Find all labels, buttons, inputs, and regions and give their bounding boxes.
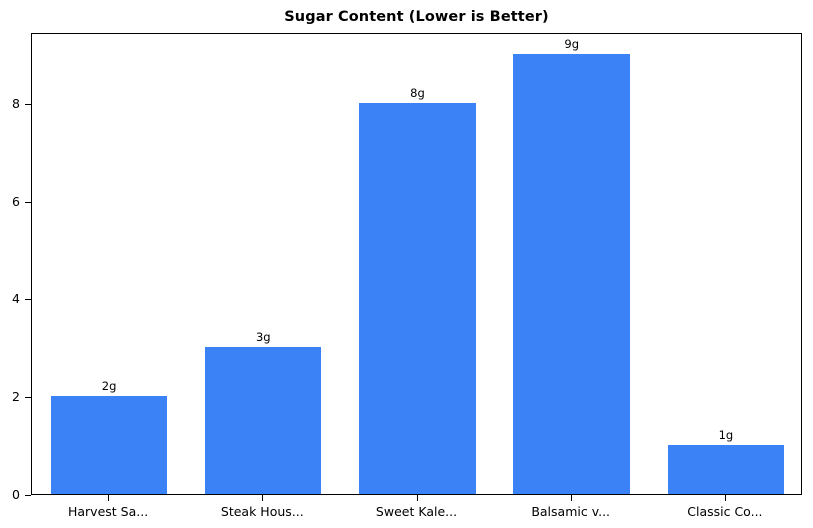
x-tick-mark <box>416 495 418 501</box>
bar[interactable] <box>513 54 630 494</box>
bar-value-label: 2g <box>101 379 117 394</box>
y-tick-label: 4 <box>12 291 20 307</box>
y-tick-mark <box>25 397 31 399</box>
y-tick-mark <box>25 495 31 496</box>
bar-group[interactable]: 9g <box>513 32 630 494</box>
bar[interactable] <box>50 396 168 494</box>
bar[interactable] <box>667 445 785 494</box>
bar-group[interactable]: 2g <box>50 32 168 494</box>
y-tick-label: 2 <box>12 389 20 405</box>
x-tick-mark <box>570 495 572 501</box>
bar-group[interactable]: 8g <box>359 32 476 494</box>
bars-layer: 2g 3g 8g 9g 1g <box>32 34 801 494</box>
x-tick-label: Sweet Kale... <box>375 504 458 519</box>
x-tick-mark <box>108 495 110 501</box>
x-tick-mark <box>262 495 264 501</box>
y-tick-label: 8 <box>12 95 20 111</box>
bar-value-label: 9g <box>564 37 579 51</box>
x-tick-label: Steak Hous... <box>220 504 304 519</box>
bar-group[interactable]: 1g <box>667 32 785 494</box>
chart-title: Sugar Content (Lower is Better) <box>284 9 549 25</box>
y-tick-label: 6 <box>12 193 20 209</box>
bar-group[interactable]: 3g <box>205 32 322 494</box>
bar[interactable] <box>205 347 322 494</box>
plot-area: 2g 3g 8g 9g 1g <box>31 33 802 495</box>
bar[interactable] <box>359 102 476 494</box>
x-tick-label: Balsamic v... <box>531 504 611 519</box>
bar-value-label: 3g <box>255 330 271 345</box>
y-tick-mark <box>25 103 31 105</box>
bar-value-label: 8g <box>410 85 425 100</box>
x-tick-mark <box>724 495 726 501</box>
y-tick-label: 0 <box>12 487 20 502</box>
y-tick-mark <box>25 201 31 203</box>
x-tick-label: Classic Co... <box>687 504 763 519</box>
y-tick-mark <box>25 299 31 301</box>
x-tick-label: Harvest Sa... <box>67 504 149 519</box>
bar-value-label: 1g <box>718 428 734 443</box>
